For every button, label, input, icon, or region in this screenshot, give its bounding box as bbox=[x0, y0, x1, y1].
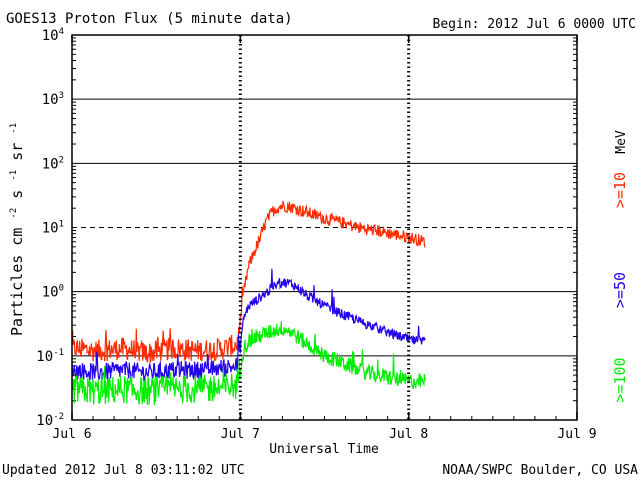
x-tick-label: Jul 9 bbox=[557, 427, 596, 442]
y-axis-label-part-a: Particles cm bbox=[8, 228, 26, 336]
y-axis-label-sup-a: -2 bbox=[9, 208, 19, 219]
updated-timestamp: Updated 2012 Jul 8 03:11:02 UTC bbox=[2, 463, 245, 478]
x-axis-label: Universal Time bbox=[269, 442, 379, 457]
series-line-ge50 bbox=[71, 268, 426, 382]
credit-label: NOAA/SWPC Boulder, CO USA bbox=[442, 463, 638, 478]
x-tick-labels: Jul 6 Jul 7 Jul 8 Jul 9 bbox=[52, 427, 596, 442]
y-tick-label-1e-1: 10-1 bbox=[36, 348, 64, 365]
y-tick-label-1e3: 103 bbox=[42, 91, 64, 108]
y-axis-label-part-b: s bbox=[8, 190, 26, 199]
legend-ge100: >=100 bbox=[611, 357, 629, 402]
legend-ge50: >=50 bbox=[611, 272, 629, 308]
y-axis-label-sup-b: -1 bbox=[9, 170, 19, 181]
chart-title: GOES13 Proton Flux (5 minute data) bbox=[6, 11, 293, 27]
y-tick-labels: 10-2 10-1 100 101 102 103 104 bbox=[36, 27, 64, 429]
legend-ge10: >=10 bbox=[611, 172, 629, 208]
series-line-ge10 bbox=[71, 200, 426, 364]
y-tick-label-1e0: 100 bbox=[42, 284, 64, 301]
series-lines bbox=[71, 200, 426, 406]
y-tick-label-1e1: 101 bbox=[42, 220, 64, 237]
y-axis-label: Particles cm -2 s -1 sr -1 bbox=[2, 123, 26, 336]
y-tick-label-1e-2: 10-2 bbox=[36, 412, 64, 429]
y-axis-label-sup-c: -1 bbox=[9, 123, 19, 134]
grid-lines bbox=[72, 37, 577, 402]
y-tick-label-1e4: 104 bbox=[42, 27, 64, 44]
x-tick-label: Jul 8 bbox=[389, 427, 428, 442]
legend-unit: MeV bbox=[614, 130, 629, 154]
y-tick-label-1e2: 102 bbox=[42, 155, 64, 172]
x-tick-label: Jul 6 bbox=[52, 427, 91, 442]
y-axis-label-part-c: sr bbox=[8, 143, 26, 161]
begin-time-label: Begin: 2012 Jul 6 0000 UTC bbox=[433, 17, 637, 32]
series-line-ge100 bbox=[71, 321, 426, 406]
day-markers bbox=[71, 35, 578, 420]
x-tick-label: Jul 7 bbox=[221, 427, 260, 442]
